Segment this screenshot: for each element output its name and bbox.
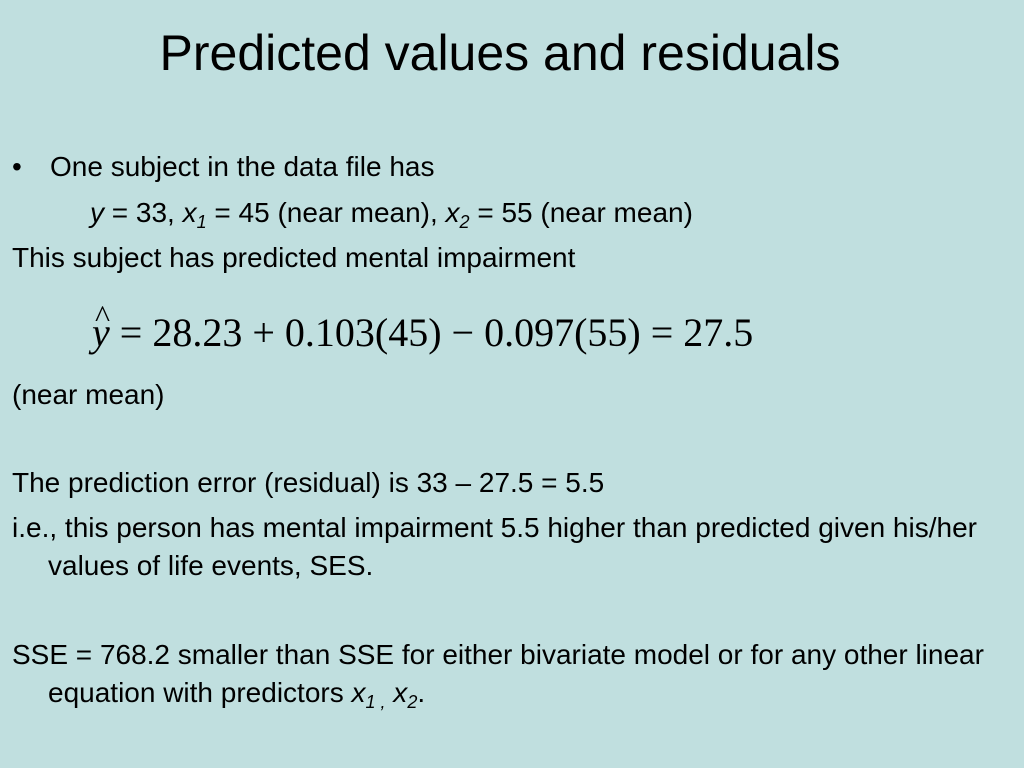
x1-variable: x [182, 197, 197, 228]
predicted-intro: This subject has predicted mental impair… [12, 242, 576, 273]
residual-interpretation: i.e., this person has mental impairment … [12, 512, 977, 581]
equation-body: = 28.23 + 0.103(45) − 0.097(55) = 27.5 [109, 310, 754, 355]
predictor-x1-subscript: 1 , [365, 692, 386, 712]
residual-statement: The prediction error (residual) is 33 – … [12, 467, 605, 498]
predictor-x1: x [351, 677, 366, 708]
slide-title: Predicted values and residuals [159, 25, 841, 81]
x2-value: = 55 (near mean) [469, 197, 693, 228]
bullet-marker: • [12, 151, 22, 182]
subject-values: y = 33, x1 = 45 (near mean), x2 = 55 (ne… [90, 195, 693, 231]
x2-variable: x [445, 197, 460, 228]
hat-symbol: ^ [95, 298, 111, 334]
x1-value: = 45 (near mean), [206, 197, 446, 228]
x1-subscript: 1 [196, 212, 207, 232]
sse-period: . [417, 677, 426, 708]
predictor-x2: x [385, 677, 408, 708]
bullet-text: One subject in the data file has [50, 151, 435, 182]
y-hat: ^ y [92, 298, 110, 355]
near-mean-note: (near mean) [12, 379, 165, 410]
y-variable: y [90, 197, 104, 228]
sse-text: SSE = 768.2 smaller than SSE for either … [12, 639, 984, 708]
y-value: = 33, [104, 197, 183, 228]
y-hat-letter: y [92, 310, 110, 355]
prediction-equation: ^ y = 28.23 + 0.103(45) − 0.097(55) = 27.… [92, 298, 754, 361]
x2-subscript: 2 [459, 212, 470, 232]
predictor-x2-subscript: 2 [407, 692, 418, 712]
sse-statement: SSE = 768.2 smaller than SSE for either … [12, 636, 1002, 712]
